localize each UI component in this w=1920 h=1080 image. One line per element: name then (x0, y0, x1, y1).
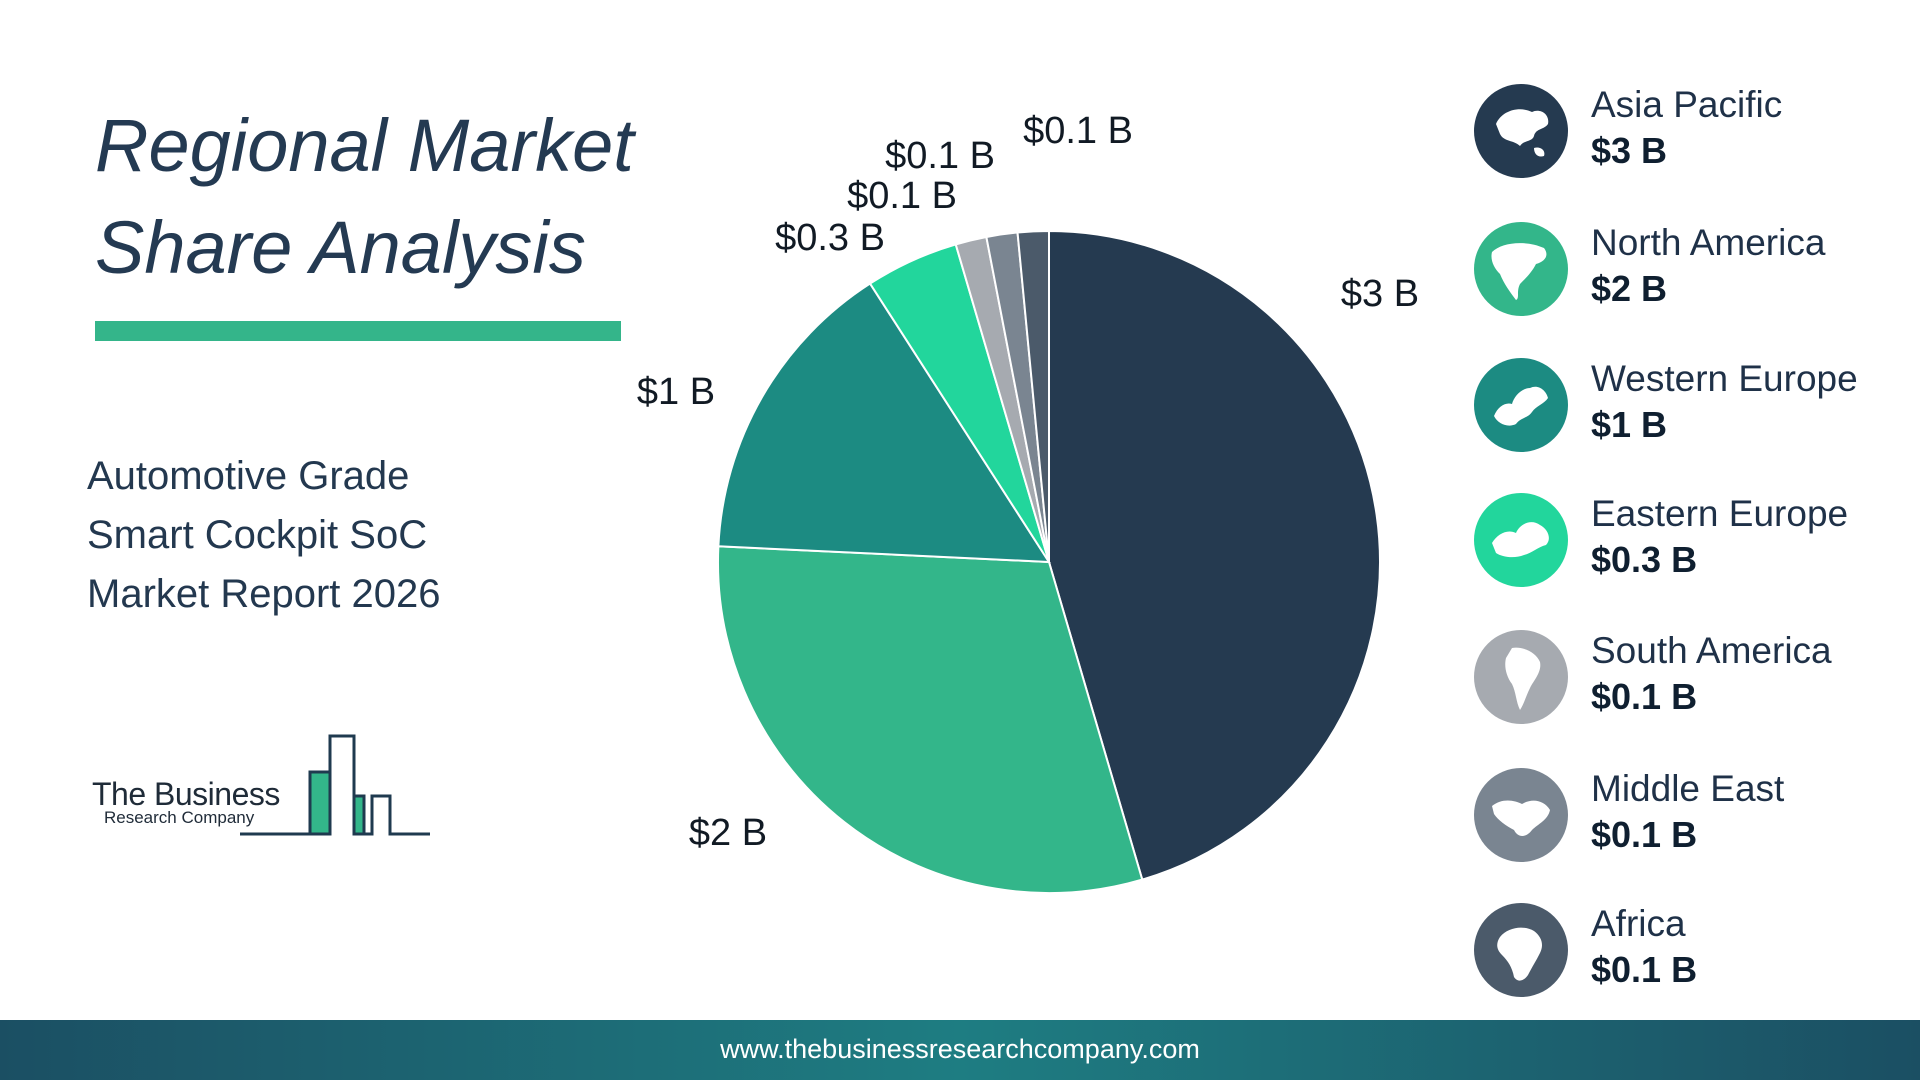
legend-value: $2 B (1591, 268, 1668, 309)
legend-value: $0.3 B (1591, 539, 1698, 580)
pie-slice-africa (1016, 229, 1050, 563)
africa-map-icon (1474, 903, 1568, 997)
logo-buildings-icon (240, 734, 430, 836)
title-accent-bar (95, 321, 621, 341)
legend-label: South America (1591, 630, 1832, 671)
report-line-1: Automotive Grade (87, 454, 410, 498)
legend-value: $3 B (1591, 130, 1668, 171)
asia-pacific-map-icon (1474, 84, 1568, 178)
legend-label: Asia Pacific (1591, 84, 1783, 125)
report-subtitle: Automotive Grade Smart Cockpit SoC Marke… (87, 447, 607, 624)
pie-chart: $3 B$2 B$1 B$0.3 B$0.1 B$0.1 B$0.1 B (637, 110, 1419, 894)
data-label-africa: $0.1 B (1023, 110, 1133, 152)
title-line-2: Share Analysis (95, 206, 586, 289)
report-line-2: Smart Cockpit SoC (87, 513, 428, 557)
data-label-north-america: $2 B (689, 812, 767, 854)
company-logo: The Business Research Company (92, 730, 442, 840)
legend-label: North America (1591, 222, 1826, 263)
legend-item-western-europe: Western Europe $1 B (1474, 358, 1914, 458)
logo-name-line-1: The Business (92, 776, 280, 812)
data-label-eastern-europe: $0.3 B (775, 217, 885, 259)
middle-east-map-icon (1474, 768, 1568, 862)
legend-label: Africa (1591, 903, 1686, 944)
pie-slice-western-europe (717, 282, 1051, 564)
legend-value: $0.1 B (1591, 949, 1698, 990)
footer-url[interactable]: www.thebusinessresearchcompany.com (720, 1034, 1200, 1064)
legend-item-eastern-europe: Eastern Europe $0.3 B (1474, 493, 1914, 593)
legend-label: Eastern Europe (1591, 493, 1849, 534)
title-line-1: Regional Market (95, 104, 634, 187)
eastern-europe-map-icon (1474, 493, 1568, 587)
south-america-map-icon (1474, 630, 1568, 724)
legend-value: $0.1 B (1591, 676, 1698, 717)
legend-item-north-america: North America $2 B (1474, 222, 1914, 322)
footer-bar: www.thebusinessresearchcompany.com (0, 1020, 1920, 1080)
page-title: Regional Market Share Analysis (95, 95, 655, 299)
data-label-south-america: $0.1 B (847, 175, 957, 217)
legend-label: Western Europe (1591, 358, 1858, 399)
data-label-asia-pacific: $3 B (1341, 273, 1419, 315)
data-label-western-europe: $1 B (637, 371, 715, 413)
logo-name-line-2: Research Company (104, 808, 255, 827)
legend-item-africa: Africa $0.1 B (1474, 903, 1914, 1003)
pie-slice-north-america (716, 545, 1144, 894)
data-label-middle-east: $0.1 B (885, 135, 995, 177)
report-line-3: Market Report 2026 (87, 572, 441, 616)
legend-item-middle-east: Middle East $0.1 B (1474, 768, 1914, 868)
legend-item-asia-pacific: Asia Pacific $3 B (1474, 84, 1914, 184)
legend-value: $1 B (1591, 404, 1668, 445)
western-europe-map-icon (1474, 358, 1568, 452)
legend-value: $0.1 B (1591, 814, 1698, 855)
legend-label: Middle East (1591, 768, 1785, 809)
pie-slice-asia-pacific (1048, 229, 1381, 881)
legend-item-south-america: South America $0.1 B (1474, 630, 1914, 730)
north-america-map-icon (1474, 222, 1568, 316)
